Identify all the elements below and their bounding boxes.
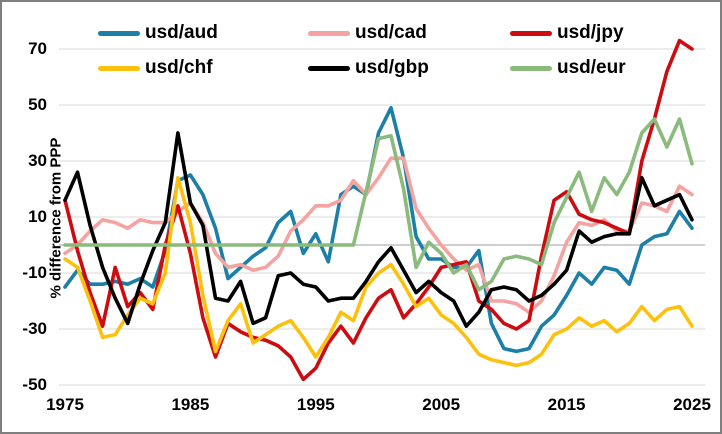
y-tick-label: -30: [22, 319, 47, 338]
x-tick-label: 2005: [422, 395, 461, 414]
legend-item-usd-eur: usd/eur: [510, 58, 626, 78]
y-tick-label: 50: [28, 95, 47, 114]
legend-item-usd-aud: usd/aud: [98, 23, 218, 43]
y-tick-label: -10: [22, 263, 47, 282]
legend-label: usd/jpy: [557, 22, 624, 43]
series-line-usd-chf: [63, 176, 694, 368]
usd-eur-line-swatch-icon: [510, 65, 552, 71]
y-tick-label: 30: [28, 151, 47, 170]
legend-label: usd/chf: [145, 57, 213, 78]
x-tick-label: 1975: [46, 395, 84, 414]
y-tick-label: 70: [28, 39, 47, 58]
usd-jpy-line-swatch-icon: [510, 30, 552, 36]
x-tick-label: 2015: [547, 395, 586, 414]
usd-aud-line-swatch-icon: [98, 30, 140, 36]
legend-label: usd/eur: [557, 57, 626, 78]
y-axis-title: % difference from PPP: [47, 137, 65, 299]
usd-cad-line-swatch-icon: [308, 30, 350, 36]
series-line-usd-gbp: [63, 131, 694, 329]
legend-item-usd-jpy: usd/jpy: [510, 23, 624, 43]
legend-item-usd-chf: usd/chf: [98, 58, 213, 78]
usd-gbp-line-swatch-icon: [308, 65, 350, 71]
legend-label: usd/aud: [145, 22, 218, 43]
legend-label: usd/gbp: [355, 57, 429, 78]
series-line-usd-cad: [63, 156, 694, 315]
legend-label: usd/cad: [355, 22, 427, 43]
series-line-usd-eur: [63, 117, 694, 292]
x-tick-label: 2025: [673, 395, 711, 414]
x-tick-label: 1985: [171, 395, 210, 414]
y-tick-label: 10: [28, 207, 47, 226]
legend-item-usd-cad: usd/cad: [308, 23, 427, 43]
usd-chf-line-swatch-icon: [98, 65, 140, 71]
legend-item-usd-gbp: usd/gbp: [308, 58, 429, 78]
y-tick-label: -50: [22, 375, 47, 394]
x-tick-label: 1995: [296, 395, 335, 414]
